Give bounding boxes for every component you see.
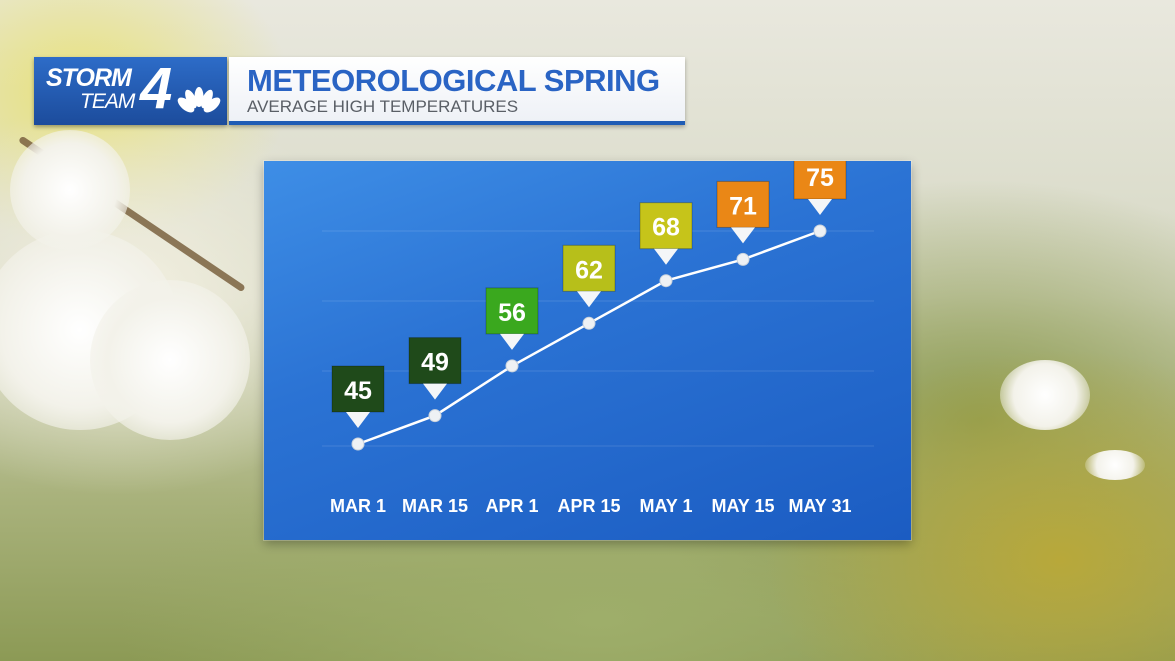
x-tick-label: APR 1	[485, 496, 538, 516]
data-point	[505, 359, 519, 373]
value-box	[485, 287, 539, 335]
data-label: 49	[421, 349, 449, 377]
x-tick-label: MAY 1	[639, 496, 692, 516]
value-pointer	[731, 227, 755, 244]
value-pointer	[423, 383, 447, 400]
title-banner: METEOROLOGICAL SPRING AVERAGE HIGH TEMPE…	[229, 57, 685, 125]
data-point	[659, 274, 673, 288]
x-tick-label: APR 15	[557, 496, 620, 516]
data-point	[813, 224, 827, 238]
blossom-decoration	[1000, 360, 1090, 430]
page-subtitle: AVERAGE HIGH TEMPERATURES	[247, 97, 519, 116]
value-pointer	[577, 291, 601, 308]
logo-number: 4	[140, 56, 173, 121]
temperature-line-chart: 45 MAR 1 49 MAR 15 56 APR 1 62 APR 15 68 MAY 1 71 M…	[322, 161, 874, 516]
station-logo: STORM TEAM 4	[34, 57, 227, 125]
logo-storm-text: STORM	[46, 64, 132, 92]
data-label: 56	[498, 299, 526, 327]
logo-team-text: TEAM	[80, 90, 135, 113]
value-box	[562, 244, 616, 292]
data-label: 45	[344, 377, 372, 405]
data-label: 75	[806, 164, 834, 192]
value-box	[716, 180, 770, 228]
data-label: 71	[729, 192, 757, 220]
value-box	[793, 161, 847, 200]
data-label: 68	[652, 214, 680, 242]
x-tick-label: MAR 15	[402, 496, 468, 516]
data-point	[351, 437, 365, 451]
value-pointer	[500, 333, 524, 350]
blossom-decoration	[1085, 450, 1145, 480]
value-pointer	[346, 412, 370, 428]
data-point	[736, 252, 750, 266]
data-point	[582, 316, 596, 330]
x-tick-label: MAY 31	[788, 496, 851, 516]
blossom-decoration	[90, 280, 250, 440]
value-pointer	[654, 248, 678, 265]
x-tick-label: MAR 1	[330, 496, 386, 516]
value-box	[331, 365, 385, 413]
chart-panel: 45 MAR 1 49 MAR 15 56 APR 1 62 APR 15 68 MAY 1 71 M…	[264, 161, 911, 540]
peacock-icon	[177, 87, 221, 113]
data-label: 62	[575, 256, 603, 284]
blossom-decoration	[10, 130, 130, 250]
value-box	[639, 202, 693, 250]
value-box	[408, 337, 462, 385]
x-tick-label: MAY 15	[711, 496, 774, 516]
value-pointer	[808, 199, 832, 215]
page-title: METEOROLOGICAL SPRING	[247, 63, 660, 98]
data-point	[428, 409, 442, 423]
